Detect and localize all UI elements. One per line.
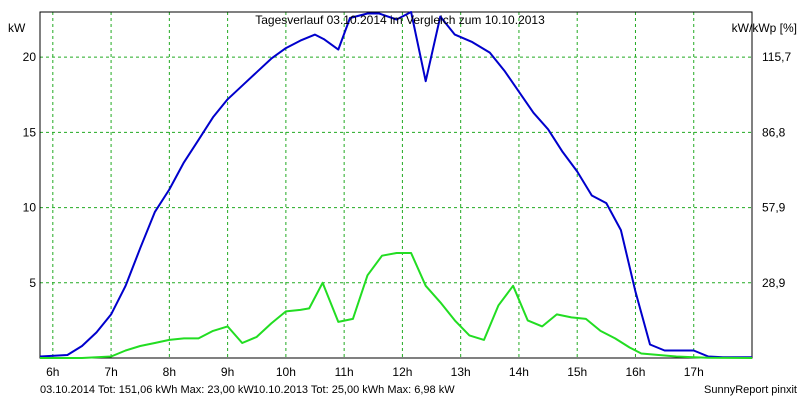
y-tick-label-right: 57,9 (762, 201, 786, 215)
y-tick-label-left: 20 (23, 50, 37, 64)
y-tick-label-right: 115,7 (762, 50, 791, 64)
x-tick-label: 14h (509, 365, 529, 379)
x-tick-label: 16h (625, 365, 645, 379)
x-tick-label: 11h (335, 365, 354, 379)
y-tick-label-right: 86,8 (762, 125, 786, 139)
series-line-2 (40, 252, 753, 359)
y-tick-label-left: 10 (23, 201, 37, 215)
y-axis-left-label: kW (8, 21, 26, 35)
grid (40, 12, 752, 358)
x-tick-label: 7h (104, 365, 117, 379)
x-tick-label: 6h (46, 365, 59, 379)
footer-blue-summary: 03.10.2014 Tot: 151,06 kWh Max: 23,00 kW (40, 384, 254, 396)
y-tick-label-left: 15 (23, 125, 37, 139)
tick-labels: 6h 7h 8h 9h 10h 11h 12h 13h 14h 15h 16h 17h 5 28,9 10 5… (23, 50, 792, 379)
x-tick-label: 12h (392, 365, 412, 379)
y-tick-label-right: 28,9 (762, 276, 786, 290)
footer-green-summary: 10.10.2013 Tot: 25,00 kWh Max: 6,98 kW (253, 384, 455, 396)
x-tick-label: 15h (567, 365, 587, 379)
x-tick-label: 13h (451, 365, 471, 379)
y-tick-label-left: 5 (29, 276, 36, 290)
chart-title: Tagesverlauf 03.10.2014 im Vergleich zum… (255, 13, 545, 27)
footer-credit: SunnyReport pinxit (704, 384, 797, 396)
x-tick-label: 8h (163, 365, 176, 379)
y-axis-right-label: kW/kWp [%] (732, 21, 797, 35)
series-layer (39, 11, 753, 359)
x-tick-label: 17h (684, 365, 704, 379)
series-line-1 (39, 11, 752, 359)
x-tick-label: 9h (221, 365, 234, 379)
plot-frame (39, 11, 753, 359)
x-tick-label: 10h (276, 365, 296, 379)
